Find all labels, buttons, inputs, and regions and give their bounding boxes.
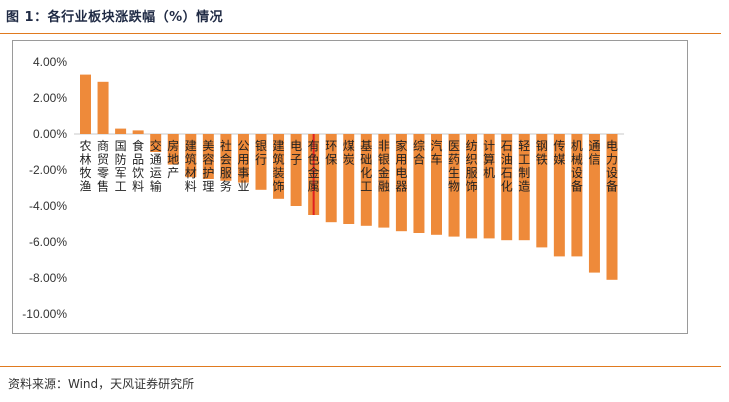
title-rule — [0, 33, 721, 34]
category-label: 机械设备 — [571, 139, 583, 194]
category-label: 交通运输 — [150, 138, 162, 194]
category-label: 社会服务 — [220, 138, 232, 194]
bar — [378, 134, 390, 228]
bar — [431, 134, 442, 235]
category-label: 煤炭 — [343, 139, 355, 167]
bar — [273, 134, 285, 199]
category-label: 医药生物 — [448, 139, 460, 194]
category-label: 计算机 — [483, 139, 495, 180]
category-label: 美容护理 — [202, 139, 214, 194]
category-label: 房地产 — [167, 138, 179, 180]
bar — [518, 134, 530, 241]
category-label: 国防军工 — [115, 139, 127, 194]
category-label: 石油石化 — [501, 139, 513, 194]
bar — [553, 134, 565, 257]
bar — [255, 134, 267, 190]
category-label: 电子 — [290, 139, 302, 167]
category-label: 环保 — [325, 139, 337, 167]
category-label: 家用电器 — [395, 138, 407, 194]
category-label: 银行 — [255, 139, 267, 167]
y-tick-label: -10.00% — [22, 307, 67, 321]
bar — [413, 134, 425, 233]
y-tick-label: 4.00% — [33, 55, 67, 69]
bars — [80, 74, 618, 280]
category-label: 纺织服饰 — [466, 139, 478, 194]
bar — [237, 134, 249, 183]
bar — [325, 134, 337, 223]
category-label: 非银金融 — [378, 139, 390, 194]
bar — [220, 134, 232, 181]
bar — [606, 134, 618, 280]
y-tick-label: -4.00% — [29, 199, 67, 213]
bar — [167, 134, 179, 165]
y-tick-label: -6.00% — [29, 235, 67, 249]
bar — [448, 134, 460, 237]
y-axis-ticks: 4.00% 2.00% 0.00% -2.00% -4.00% -6.00% -8.00% -… — [22, 55, 67, 321]
figure-title: 图 1：各行业板块涨跌幅（%）情况 — [6, 10, 224, 25]
bar — [571, 134, 583, 257]
bar — [483, 134, 495, 239]
category-label: 钢铁 — [536, 139, 548, 167]
bar — [202, 134, 214, 179]
category-label: 传媒 — [553, 138, 565, 167]
category-label: 通信 — [588, 139, 600, 167]
category-labels: 农林牧渔商贸零售国防军工食品饮料交通运输房地产建筑材料美容护理社会服务公用事业银… — [79, 138, 618, 194]
bar — [185, 134, 197, 178]
category-label: 综合 — [413, 139, 425, 167]
bar — [466, 134, 478, 239]
bar — [395, 134, 407, 232]
bar — [80, 74, 91, 134]
category-label: 农林牧渔 — [79, 139, 91, 194]
source-rule — [0, 366, 721, 367]
category-label: 轻工制造 — [518, 139, 530, 194]
bar — [588, 134, 600, 273]
category-label: 汽车 — [430, 138, 442, 167]
y-tick-label: 2.00% — [33, 91, 67, 105]
bar — [360, 134, 372, 226]
category-label: 建筑装饰 — [273, 139, 285, 194]
y-tick-label: 0.00% — [33, 127, 67, 141]
plot-frame — [12, 40, 688, 334]
category-label: 商贸零售 — [97, 138, 109, 194]
source-note: 资料来源：Wind，天风证券研究所 — [8, 377, 195, 391]
category-label: 食品饮料 — [132, 138, 144, 194]
category-label: 基础化工 — [360, 139, 372, 194]
bar — [343, 134, 355, 224]
bar — [97, 81, 109, 134]
bar — [290, 134, 302, 206]
y-tick-label: -2.00% — [29, 163, 67, 177]
bar — [150, 134, 162, 152]
category-label: 建筑材料 — [185, 139, 197, 194]
bar — [115, 128, 127, 134]
bar — [501, 134, 513, 241]
category-label: 公用事业 — [237, 139, 249, 194]
bar — [536, 134, 548, 248]
category-label: 电力设备 — [606, 139, 618, 194]
y-tick-label: -8.00% — [29, 271, 67, 285]
category-label: 有色金属 — [308, 139, 320, 194]
bar — [132, 130, 144, 134]
